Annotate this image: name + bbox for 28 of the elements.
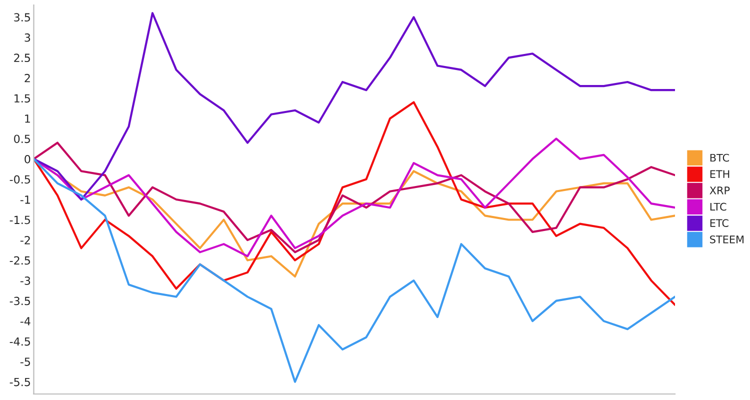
legend-label: XRP <box>710 186 730 194</box>
legend-label: ETH <box>710 170 730 178</box>
y-tick-label: -1.5 <box>10 216 30 224</box>
y-tick-label: -0.5 <box>10 175 30 184</box>
line-series <box>34 101 675 306</box>
y-tick-label: 3 <box>24 33 30 42</box>
y-tick-label: 0.5 <box>14 134 30 144</box>
y-tick-label: -1 <box>20 196 30 204</box>
legend-label: STEEM <box>710 235 744 244</box>
y-tick-label: 1.5 <box>14 94 30 103</box>
y-tick-label: -5.5 <box>10 378 30 386</box>
y-tick-label: -4.5 <box>10 337 30 346</box>
legend-label: LTC <box>710 202 726 211</box>
y-tick-label: -5 <box>20 358 30 366</box>
y-tick-label: -2 <box>20 236 30 244</box>
y-tick-label: 1 <box>25 114 30 123</box>
y-tick-label: 2 <box>24 74 30 82</box>
legend-label: BTC <box>710 154 729 162</box>
y-tick-label: 3.5 <box>14 13 30 22</box>
y-tick-label: -3 <box>20 276 30 285</box>
y-tick-label: -2.5 <box>10 256 30 265</box>
y-tick-label: -3.5 <box>10 296 30 306</box>
line-series <box>34 158 675 383</box>
legend-label: ETC <box>710 219 728 228</box>
y-tick-label: 0 <box>24 154 30 164</box>
y-tick-label: 2.5 <box>14 54 30 62</box>
line-series <box>34 12 675 201</box>
y-tick-label: -4 <box>20 317 30 326</box>
